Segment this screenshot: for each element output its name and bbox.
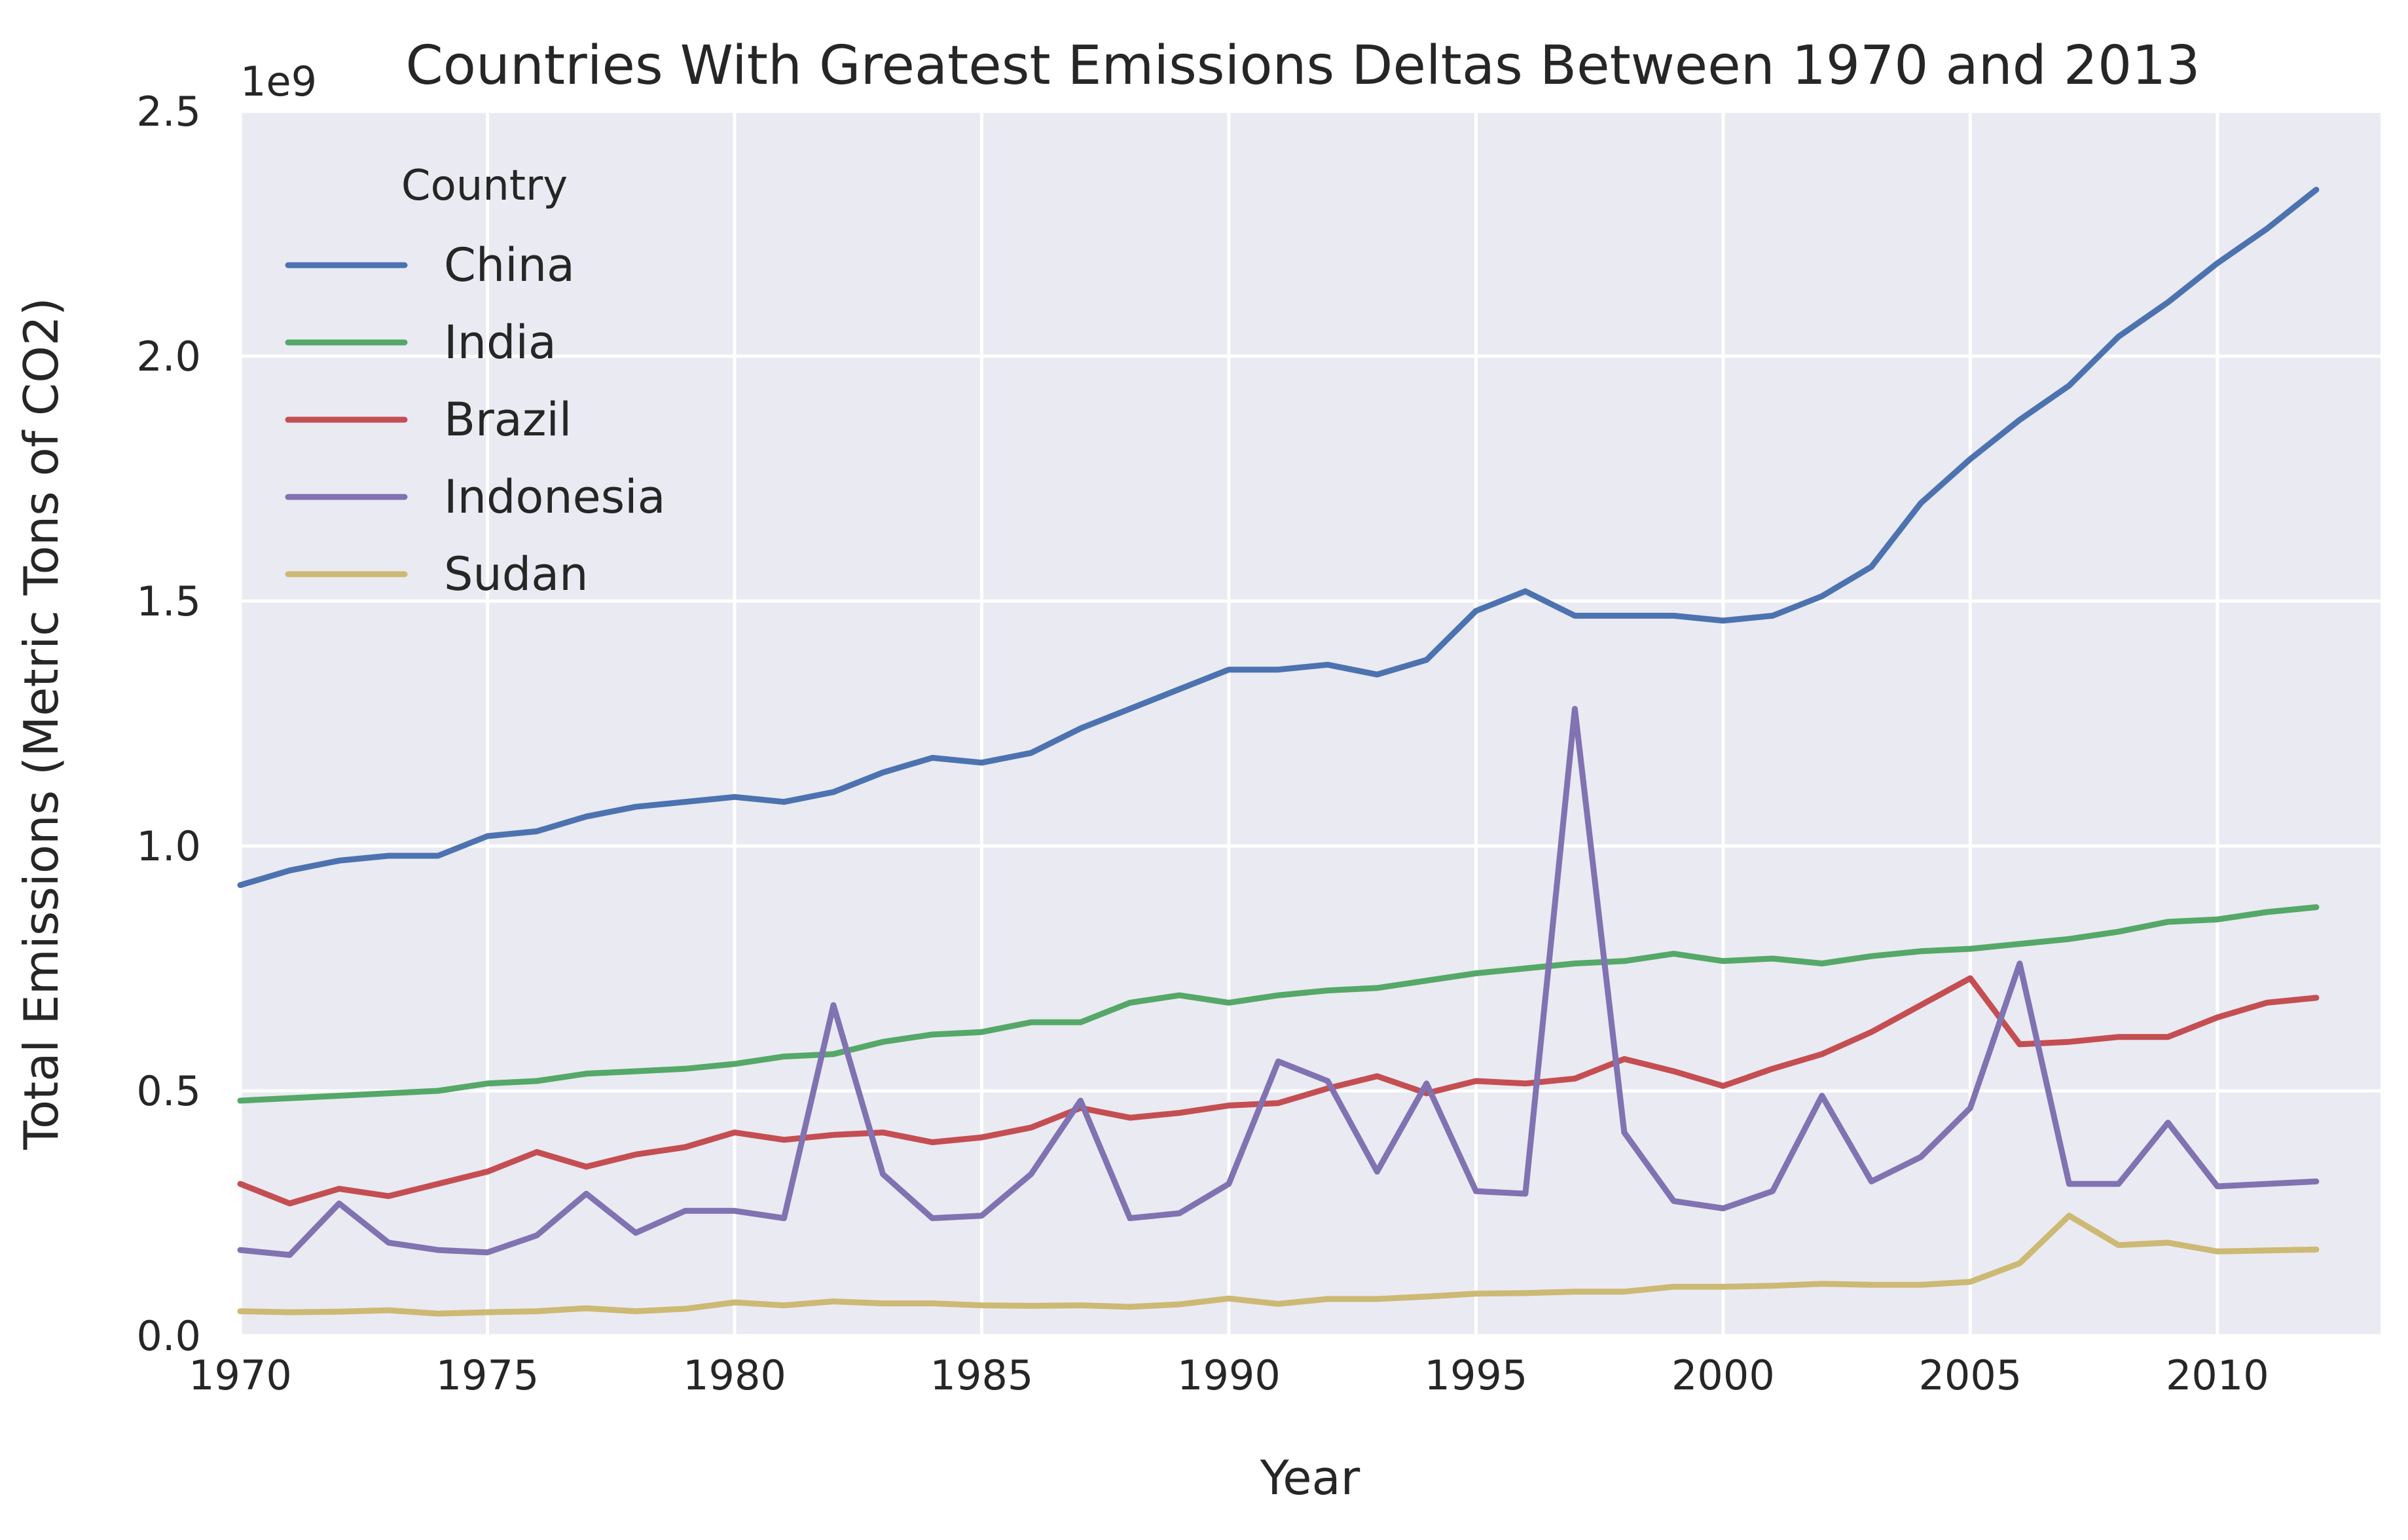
legend-label-indonesia: Indonesia (444, 470, 666, 524)
x-tick-label: 1970 (189, 1351, 292, 1399)
x-tick-label: 1995 (1425, 1351, 1528, 1399)
legend-label-brazil: Brazil (444, 393, 572, 447)
legend-label-india: India (444, 316, 556, 369)
series-line-india (237, 904, 2320, 1104)
legend: Country China India Brazil Indonesia Sudan (285, 162, 666, 601)
y-tick-label: 1.5 (136, 578, 201, 625)
y-tick-label: 2.5 (136, 88, 201, 136)
x-tick-label: 1990 (1177, 1351, 1281, 1399)
y-tick-labels: 0.0 0.5 1.0 1.5 2.0 2.5 (136, 88, 201, 1360)
x-tick-labels: 1970 1975 1980 1985 1990 1995 2000 2005 2010 (189, 1351, 2269, 1399)
y-tick-label: 2.0 (136, 333, 201, 380)
plot-background (240, 111, 2381, 1336)
x-gridlines (238, 111, 2219, 1336)
series-lines (237, 187, 2320, 1317)
x-tick-label: 2010 (2166, 1351, 2269, 1399)
x-tick-label: 2000 (1671, 1351, 1775, 1399)
series-line-indonesia (237, 706, 2320, 1258)
x-tick-label: 1975 (436, 1351, 539, 1399)
x-tick-label: 2005 (1918, 1351, 2022, 1399)
series-line-sudan (237, 1213, 2320, 1317)
legend-label-sudan: Sudan (444, 547, 589, 601)
series-line-china (237, 187, 2320, 889)
y-tick-label: 0.5 (136, 1067, 201, 1115)
y-tick-label: 1.0 (136, 822, 201, 870)
x-axis-label: Year (1260, 1450, 1360, 1505)
x-tick-label: 1980 (683, 1351, 786, 1399)
legend-title: Country (401, 162, 568, 210)
y-offset-label: 1e9 (240, 58, 317, 105)
series-line-brazil (237, 975, 2320, 1207)
y-tick-label: 0.0 (136, 1312, 201, 1360)
legend-label-china: China (444, 238, 575, 292)
x-tick-label: 1985 (930, 1351, 1034, 1399)
y-axis-label: Total Emissions (Metric Tons of CO2) (14, 297, 69, 1150)
chart-title: Countries With Greatest Emissions Deltas… (406, 35, 2200, 97)
